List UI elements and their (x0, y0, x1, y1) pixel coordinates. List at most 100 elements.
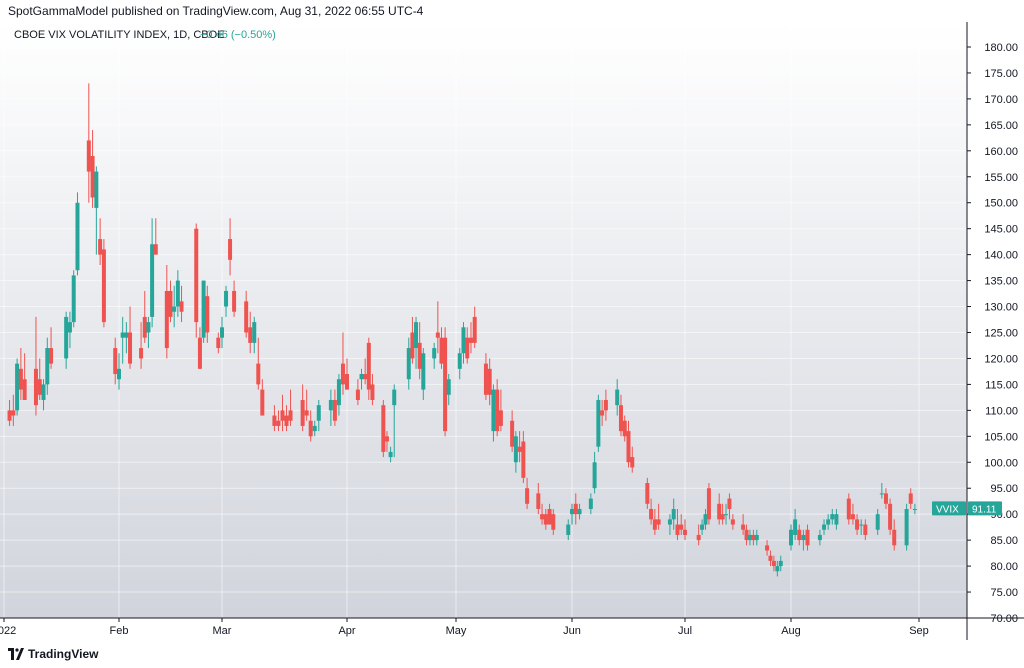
candle-down (495, 379, 500, 437)
candle-down (164, 265, 169, 359)
candle-body (472, 316, 477, 343)
candle-up (588, 493, 593, 515)
y-tick-label: 120.00 (984, 353, 1018, 365)
candle-up (667, 514, 672, 535)
candle-body (675, 524, 680, 535)
candle-body (284, 415, 289, 426)
candle-down (908, 488, 913, 509)
candle-down (652, 508, 657, 535)
candle-up (904, 503, 909, 551)
x-tick-label: Feb (110, 625, 129, 637)
candle-up (172, 285, 177, 328)
candle-body (741, 524, 746, 530)
last-price-symbol-bg (932, 501, 966, 516)
candle-body (778, 560, 783, 567)
candle-body (45, 348, 50, 385)
candle-down (439, 327, 444, 369)
candle-body (179, 301, 184, 312)
publisher-text: SpotGammaModel published on TradingView.… (8, 4, 424, 18)
candle-up (566, 519, 571, 541)
tradingview-logo-icon[interactable] (8, 648, 24, 660)
candle-body (406, 348, 411, 380)
candle-down (345, 358, 349, 390)
candle-down (768, 550, 773, 567)
candle-body (276, 420, 281, 426)
candle-body (11, 410, 16, 416)
candle-up (15, 358, 20, 416)
candle-body (652, 519, 657, 530)
y-tick-label: 75.00 (990, 587, 1018, 599)
candle-body (468, 337, 473, 343)
chart-area[interactable]: 70.00 75.00 80.00 85.00 90.00 95.00 100.00 105.… (0, 22, 1024, 640)
candle-down (472, 306, 477, 349)
candle-up (700, 519, 705, 535)
candle-body (630, 457, 635, 468)
y-tick-label: 115.00 (985, 379, 1018, 391)
candle-up (577, 503, 582, 520)
candle-up (67, 311, 72, 349)
candle-up (64, 311, 69, 369)
candle-up (312, 420, 317, 437)
candle-body (683, 529, 687, 535)
candle-up (94, 166, 99, 255)
candle-down (656, 503, 661, 530)
candle-up (117, 353, 121, 390)
candle-body (573, 503, 578, 515)
candle-body (197, 337, 202, 369)
candle-down (706, 483, 711, 525)
candle-body (513, 436, 518, 463)
candle-body (33, 368, 38, 406)
y-tick-label: 85.00 (990, 535, 1018, 547)
tradingview-brand[interactable]: TradingView (28, 647, 99, 661)
candle-body (300, 399, 305, 426)
y-tick-label: 135.00 (984, 276, 1018, 288)
candle-body (775, 566, 780, 572)
candle-body (41, 384, 46, 400)
candle-body (600, 410, 605, 416)
candle-up (220, 316, 224, 349)
candle-down (487, 358, 492, 406)
candle-down (622, 415, 627, 442)
candle-up (432, 342, 437, 369)
candle-down (543, 508, 548, 530)
last-price-value-bg (968, 501, 1002, 516)
candle-up (75, 192, 80, 276)
candle-down (540, 503, 545, 525)
candle-down (521, 431, 526, 484)
legend: CBOE VIX VOLATILITY INDEX, 1D, CBOE −0.4… (14, 29, 276, 41)
candle-up (703, 508, 708, 530)
candle-up (596, 394, 601, 452)
candle-up (747, 529, 752, 546)
candlestick-chart[interactable]: 70.0075.0080.0085.0090.0095.00100.00105.… (0, 22, 1024, 640)
price-axis[interactable]: 70.0075.0080.0085.0090.0095.00100.00105.… (967, 42, 1018, 625)
x-tick-label: Jun (563, 625, 581, 637)
candle-up (822, 519, 827, 535)
candle-down (649, 498, 654, 525)
candle-body (117, 368, 121, 380)
candle-up (724, 503, 729, 525)
candle-down (771, 555, 776, 572)
candle-down (855, 514, 860, 535)
candle-body (703, 514, 708, 525)
candle-body (7, 410, 12, 421)
candle-down (366, 337, 371, 400)
time-axis[interactable]: 2022 Feb Mar Apr May Jun Jul Aug Sep (0, 618, 929, 637)
y-tick-label: 175.00 (984, 68, 1018, 80)
candle-body (142, 316, 147, 338)
x-tick-label: 2022 (0, 625, 16, 637)
x-tick-label: Mar (213, 625, 232, 637)
candle-body (540, 514, 545, 520)
last-price-symbol: VVIX (936, 504, 959, 515)
candle-body (465, 337, 470, 359)
candle-down (626, 420, 631, 468)
candle-down (370, 374, 375, 406)
candle-up (671, 498, 676, 530)
candle-down (256, 337, 261, 390)
candle-body (517, 446, 522, 452)
candle-up (592, 451, 597, 494)
candle-body (146, 322, 151, 333)
candle-body (547, 508, 552, 525)
candle-body (98, 239, 103, 255)
candle-down (272, 405, 277, 432)
candle-down (741, 514, 746, 535)
